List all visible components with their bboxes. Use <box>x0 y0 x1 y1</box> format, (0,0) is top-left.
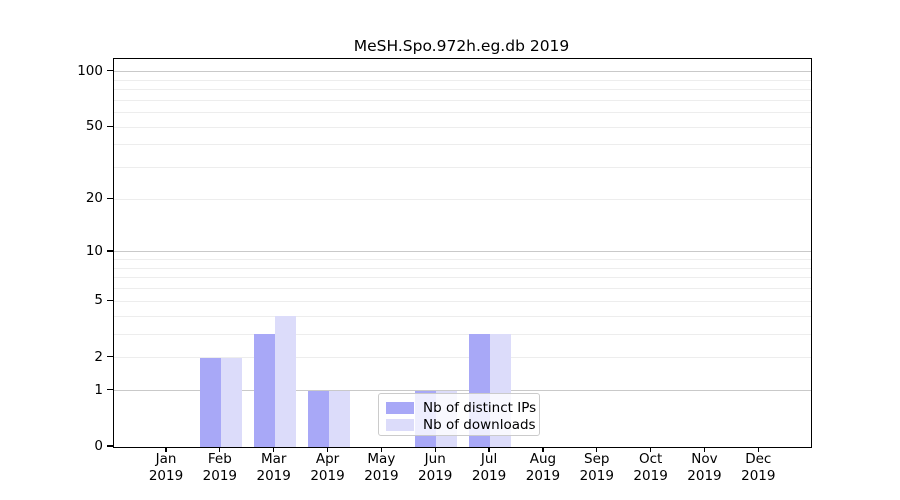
x-axis-tick <box>542 447 544 453</box>
x-tick-label-month: Aug <box>529 451 557 467</box>
x-tick-label-year: 2019 <box>310 467 345 484</box>
x-tick-label-year: 2019 <box>633 467 668 484</box>
x-tick-label: Dec 2019 <box>726 451 790 484</box>
x-axis-tick <box>650 447 652 453</box>
x-tick-label: Jun 2019 <box>403 451 467 484</box>
y-tick-label: 0 <box>94 438 103 454</box>
x-axis-tick <box>596 447 598 453</box>
x-tick-label-month: Jul <box>480 451 498 467</box>
bar-distinct-ips-apr <box>307 390 329 447</box>
y-axis-tick <box>107 356 113 358</box>
x-tick-label-year: 2019 <box>471 467 507 484</box>
major-gridline <box>114 390 811 392</box>
x-tick-label: Oct 2019 <box>619 451 683 484</box>
y-axis-tick <box>107 445 113 447</box>
y-tick-label: 20 <box>85 190 103 207</box>
minor-gridline <box>114 198 811 200</box>
x-tick-label: Nov 2019 <box>672 451 736 484</box>
x-tick-label: Feb 2019 <box>188 451 252 484</box>
plot-area <box>113 58 812 448</box>
y-tick-label: 1 <box>94 381 103 398</box>
minor-gridline <box>114 89 811 91</box>
x-tick-label-month: Mar <box>260 451 287 467</box>
minor-gridline <box>114 267 811 269</box>
minor-gridline <box>114 277 811 279</box>
minor-gridline <box>114 112 811 114</box>
x-tick-label-year: 2019 <box>256 467 291 484</box>
legend-swatch <box>386 401 414 414</box>
minor-gridline <box>114 167 811 169</box>
x-tick-label: May 2019 <box>349 451 413 484</box>
bar-downloads-feb <box>220 357 242 447</box>
chart-title: MeSH.Spo.972h.eg.db 2019 <box>353 37 570 55</box>
legend-swatch <box>386 418 414 431</box>
legend-label: Nb of downloads <box>423 416 536 433</box>
x-tick-label-month: Jun <box>424 451 446 467</box>
x-tick-label-month: Sep <box>584 451 610 467</box>
y-axis-tick <box>107 389 113 391</box>
x-axis-tick <box>703 447 706 453</box>
y-tick-label: 2 <box>94 348 103 365</box>
minor-gridline <box>114 99 811 101</box>
minor-gridline <box>114 333 811 335</box>
minor-gridline <box>114 357 811 359</box>
major-gridline <box>114 71 811 73</box>
x-tick-label: Apr 2019 <box>296 451 360 484</box>
bar-distinct-ips-feb <box>199 357 221 447</box>
x-axis-tick <box>380 447 382 453</box>
x-tick-label-month: Jan <box>155 451 177 467</box>
minor-gridline <box>114 288 811 290</box>
x-tick-label-year: 2019 <box>525 467 561 484</box>
x-tick-label: Sep 2019 <box>565 451 629 484</box>
x-tick-label-year: 2019 <box>579 467 614 484</box>
y-tick-label: 10 <box>85 242 103 259</box>
y-tick-label: 100 <box>77 62 103 79</box>
x-tick-label-month: Feb <box>207 451 232 467</box>
x-tick-label: Jul 2019 <box>457 451 521 484</box>
x-axis-tick <box>757 447 759 453</box>
legend-item: Nb of downloads <box>386 416 536 433</box>
y-axis-tick <box>107 125 113 127</box>
minor-gridline <box>114 79 811 81</box>
x-axis-tick <box>434 447 436 453</box>
legend-item: Nb of distinct IPs <box>386 399 536 416</box>
x-tick-label-month: Apr <box>315 451 340 467</box>
x-tick-label-year: 2019 <box>202 467 238 484</box>
x-tick-label-month: Oct <box>638 451 663 467</box>
x-axis-tick <box>326 447 329 453</box>
minor-gridline <box>114 126 811 128</box>
y-axis-tick <box>107 70 113 72</box>
major-gridline <box>114 251 811 253</box>
minor-gridline <box>114 315 811 317</box>
legend: Nb of distinct IPs Nb of downloads <box>378 393 540 436</box>
minor-gridline <box>114 259 811 261</box>
x-tick-label-year: 2019 <box>687 467 722 484</box>
x-tick-label-month: May <box>367 451 396 467</box>
bar-downloads-apr <box>328 390 350 447</box>
minor-gridline <box>114 144 811 146</box>
x-tick-label: Mar 2019 <box>242 451 306 484</box>
bar-distinct-ips-mar <box>253 334 275 447</box>
x-tick-label-year: 2019 <box>364 467 399 484</box>
minor-gridline <box>114 300 811 302</box>
x-tick-label: Aug 2019 <box>511 451 575 484</box>
x-tick-label-month: Dec <box>745 451 772 467</box>
y-axis-tick <box>107 197 113 199</box>
x-tick-label-year: 2019 <box>418 467 453 484</box>
y-axis-tick <box>107 299 113 301</box>
x-axis-tick <box>273 447 275 453</box>
bar-downloads-mar <box>274 316 296 447</box>
y-axis-tick <box>107 250 113 252</box>
x-tick-label: Jan 2019 <box>134 451 198 484</box>
x-axis-tick <box>165 447 167 453</box>
x-axis-tick <box>219 447 221 453</box>
legend-label: Nb of distinct IPs <box>423 399 537 416</box>
x-tick-label-year: 2019 <box>741 467 776 484</box>
x-axis-tick <box>488 447 490 453</box>
x-tick-label-month: Nov <box>691 451 718 467</box>
x-tick-label-year: 2019 <box>148 467 184 484</box>
y-tick-label: 5 <box>94 292 103 309</box>
y-tick-label: 50 <box>85 118 103 135</box>
